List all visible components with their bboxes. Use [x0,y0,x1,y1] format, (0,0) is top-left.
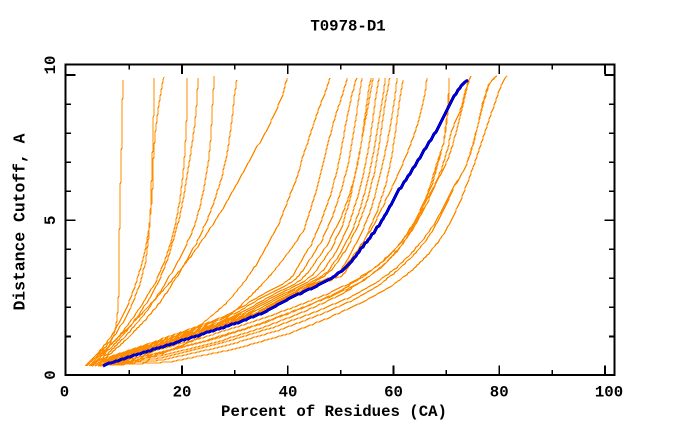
svg-text:100: 100 [595,384,623,402]
svg-text:0: 0 [42,370,60,379]
svg-text:80: 80 [490,384,509,402]
svg-text:60: 60 [384,384,403,402]
svg-text:5: 5 [42,216,60,225]
svg-text:40: 40 [279,384,298,402]
svg-text:20: 20 [173,384,192,402]
svg-text:Distance Cutoff, A: Distance Cutoff, A [11,133,30,310]
svg-text:10: 10 [42,56,60,75]
svg-text:T0978-D1: T0978-D1 [310,18,385,36]
svg-text:Percent of Residues (CA): Percent of Residues (CA) [221,403,447,421]
svg-text:0: 0 [60,384,69,402]
